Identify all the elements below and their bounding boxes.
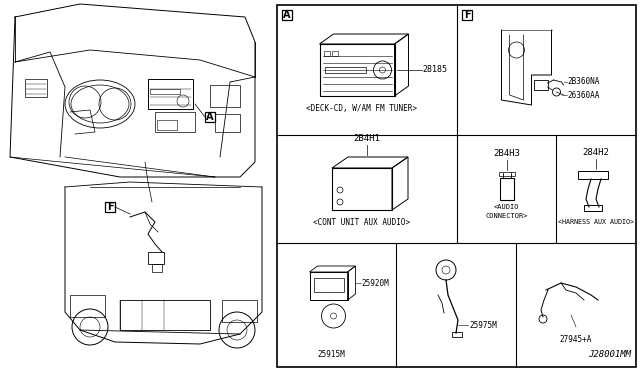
Bar: [70, 295, 105, 317]
Bar: [150, 89, 180, 94]
Bar: [462, 10, 472, 20]
Bar: [323, 51, 330, 56]
Bar: [148, 79, 193, 109]
Bar: [534, 80, 547, 90]
Text: 25975M: 25975M: [469, 321, 497, 330]
Text: 25915M: 25915M: [317, 350, 346, 359]
Text: 2B4H3: 2B4H3: [493, 149, 520, 158]
Text: A: A: [206, 112, 214, 122]
Bar: [222, 300, 257, 322]
Bar: [332, 168, 392, 210]
Text: <AUDIO: <AUDIO: [493, 204, 519, 210]
Bar: [152, 264, 162, 272]
Bar: [499, 178, 513, 200]
Bar: [155, 112, 195, 132]
Text: A: A: [284, 10, 291, 20]
Text: 2B4H1: 2B4H1: [353, 134, 380, 143]
Text: <HARNESS AUX AUDIO>: <HARNESS AUX AUDIO>: [558, 219, 634, 225]
Bar: [148, 252, 164, 264]
Text: F: F: [107, 202, 113, 212]
Bar: [215, 114, 240, 132]
Bar: [452, 332, 462, 337]
Bar: [499, 172, 515, 176]
Bar: [105, 202, 115, 212]
Text: F: F: [464, 10, 470, 20]
Bar: [584, 205, 602, 211]
Bar: [332, 51, 337, 56]
Bar: [314, 278, 344, 292]
Bar: [120, 300, 210, 330]
Bar: [282, 10, 292, 20]
Bar: [205, 112, 215, 122]
Bar: [210, 85, 240, 107]
Bar: [310, 272, 348, 300]
Bar: [277, 5, 636, 367]
Text: J28001MM: J28001MM: [588, 350, 631, 359]
Bar: [319, 44, 394, 96]
Text: 27945+A: 27945+A: [560, 335, 592, 344]
Text: <DECK-CD, W/AM FM TUNER>: <DECK-CD, W/AM FM TUNER>: [307, 104, 417, 113]
Text: 2B360NA: 2B360NA: [568, 77, 600, 87]
Bar: [324, 67, 365, 73]
Text: 284H2: 284H2: [582, 148, 609, 157]
Text: <CONT UNIT AUX AUDIO>: <CONT UNIT AUX AUDIO>: [314, 218, 411, 227]
Bar: [578, 171, 608, 179]
Text: 26360AA: 26360AA: [568, 90, 600, 99]
Text: CONNECTOR>: CONNECTOR>: [485, 213, 528, 219]
Bar: [25, 79, 47, 97]
Bar: [157, 120, 177, 130]
Text: 28185: 28185: [422, 65, 447, 74]
Text: 25920M: 25920M: [362, 279, 389, 288]
